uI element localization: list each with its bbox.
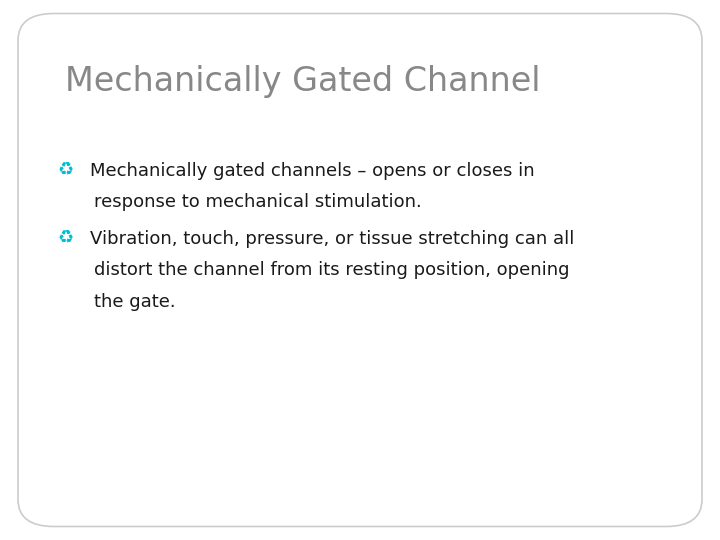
FancyBboxPatch shape xyxy=(18,14,702,526)
Text: ♻: ♻ xyxy=(58,230,73,248)
Text: distort the channel from its resting position, opening: distort the channel from its resting pos… xyxy=(94,261,569,279)
Text: the gate.: the gate. xyxy=(94,293,175,310)
Text: ♻: ♻ xyxy=(58,162,73,180)
Text: response to mechanical stimulation.: response to mechanical stimulation. xyxy=(94,193,421,211)
Text: Mechanically Gated Channel: Mechanically Gated Channel xyxy=(65,65,540,98)
Text: Mechanically gated channels – opens or closes in: Mechanically gated channels – opens or c… xyxy=(90,162,535,180)
Text: Vibration, touch, pressure, or tissue stretching can all: Vibration, touch, pressure, or tissue st… xyxy=(90,230,575,248)
